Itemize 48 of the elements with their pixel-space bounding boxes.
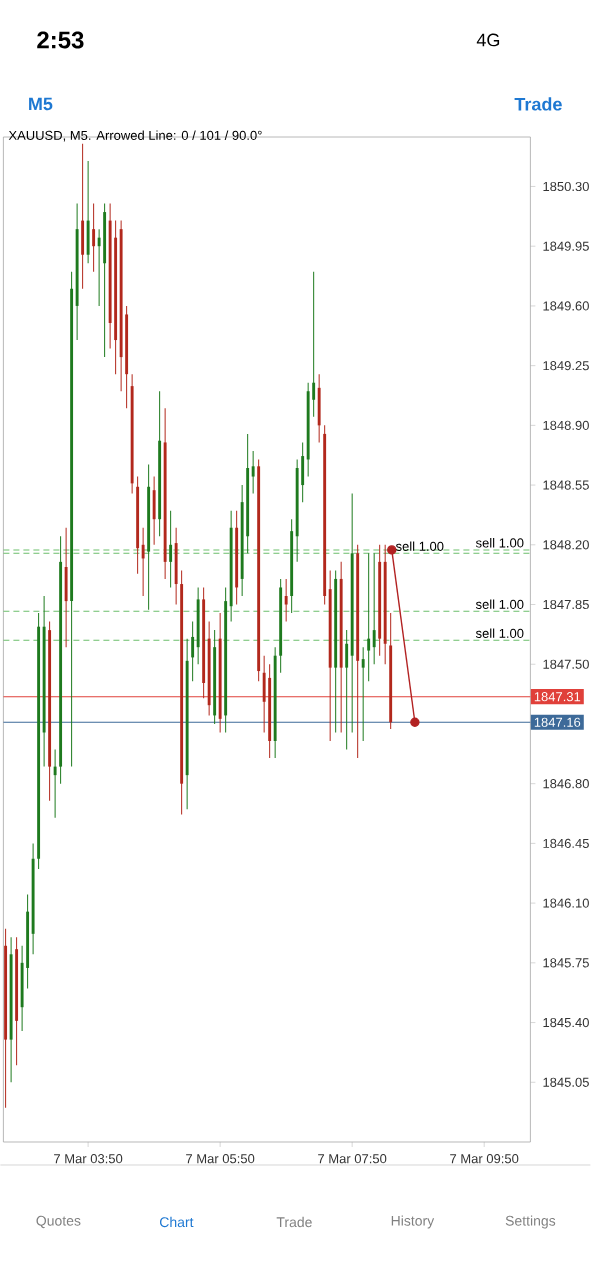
y-tick-label: 1850.30 (543, 181, 589, 192)
candlestick (53, 749, 57, 819)
x-tick-label: 7 Mar 05:50 (186, 1154, 255, 1164)
candlestick (97, 228, 101, 307)
candlestick (372, 552, 376, 665)
y-tick-label: 1849.95 (543, 241, 589, 251)
candlestick (191, 621, 195, 682)
ref-line-label: sell 1.00 (475, 537, 524, 548)
candlestick (361, 646, 365, 742)
candlestick (367, 552, 371, 682)
y-tick-label: 1848.20 (543, 540, 589, 550)
ref-line-label: 1847.31 (534, 692, 581, 702)
y-tick-label: 1845.05 (543, 1077, 589, 1087)
y-tick-label: 1845.40 (543, 1017, 589, 1028)
text: Settings (505, 1215, 556, 1229)
chart-title: XAUUSD, M5. Arrowed Line: 0 / 101 / 90.0° (8, 130, 262, 142)
y-tick-label: 1849.60 (543, 301, 589, 311)
candlestick (169, 510, 173, 588)
x-tick-label: 7 Mar 03:50 (54, 1154, 123, 1164)
text: History (391, 1215, 435, 1229)
y-tick-label: 1845.75 (543, 958, 589, 968)
x-tick-label: 7 Mar 07:50 (318, 1154, 387, 1164)
y-tick-label: 1847.50 (543, 659, 589, 669)
candlestick (92, 203, 95, 273)
y-tick-label: 1848.90 (543, 420, 589, 430)
ref-line-label: sell 1.00 (475, 628, 524, 638)
candlestick (312, 271, 316, 418)
x-tick-label: 7 Mar 09:50 (450, 1154, 519, 1164)
text: Trade (514, 97, 562, 111)
candlestick (141, 527, 145, 597)
text: M5 (29, 97, 53, 111)
ref-line-label: sell 1.00 (475, 599, 524, 609)
candlestick (251, 450, 255, 495)
y-tick-label: 1848.55 (543, 480, 589, 490)
text: Trade (276, 1216, 312, 1228)
ref-line-label: sell 1.00 (395, 541, 444, 551)
y-tick-label: 1847.85 (543, 599, 589, 610)
text: 2:53 (37, 31, 84, 49)
text: Quotes (36, 1215, 81, 1229)
candlestick (345, 629, 349, 751)
text: Chart (159, 1216, 194, 1228)
y-tick-label: 1849.25 (543, 361, 589, 371)
text: 4G (476, 33, 500, 47)
y-tick-label: 1846.45 (543, 838, 589, 848)
candlestick (284, 578, 288, 623)
ref-line-label: 1847.16 (534, 717, 581, 727)
y-tick-label: 1846.80 (543, 779, 589, 789)
y-tick-label: 1846.10 (543, 898, 589, 908)
